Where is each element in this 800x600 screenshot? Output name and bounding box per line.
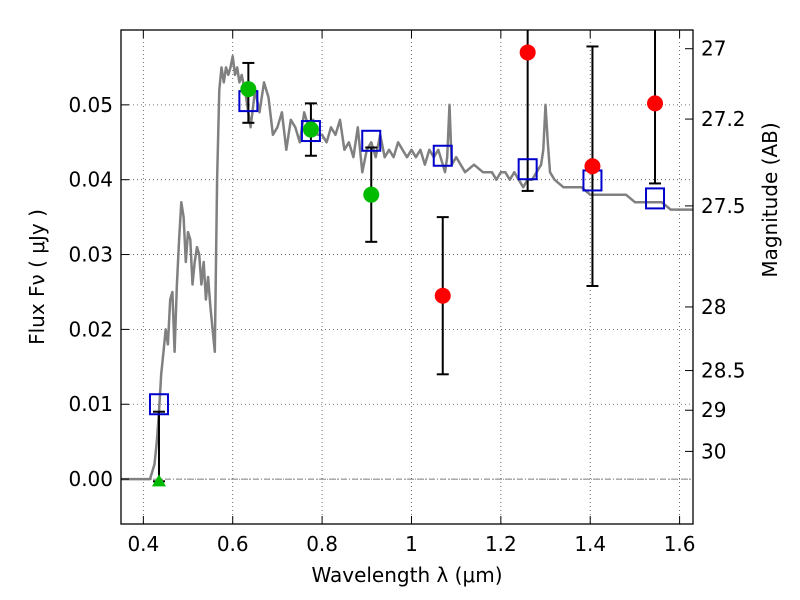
upper-limit-errorbar: [152, 410, 165, 483]
red-detection-point: [647, 95, 664, 112]
x-tick-label: 0.6: [217, 532, 249, 556]
x-tick-label: 1.2: [485, 532, 517, 556]
red-detection-point: [519, 44, 536, 61]
mag-tick-label: 28: [701, 295, 726, 319]
red-detection-point: [584, 158, 601, 175]
mag-tick-label: 27.2: [701, 107, 746, 131]
mag-tick-label: 27: [701, 37, 726, 61]
x-tick-label: 0.4: [127, 532, 159, 556]
model-photometry-square: [361, 129, 382, 152]
y-tick-label: 0.05: [68, 93, 113, 117]
x-tick-label: 1.4: [574, 532, 606, 556]
x-tick-label: 0.8: [306, 532, 338, 556]
mag-tick-label: 27.5: [701, 194, 746, 218]
model-photometry-square: [432, 144, 453, 167]
model-photometry-square: [645, 187, 666, 210]
green-detection-point: [302, 121, 319, 138]
upper-limit-triangle: [151, 474, 166, 487]
y2-axis-label: Magnitude (AB): [758, 122, 782, 277]
y-tick-label: 0.02: [68, 317, 113, 341]
green-detection-point: [240, 81, 257, 98]
plot-frame: [120, 29, 694, 525]
mag-tick-label: 28.5: [701, 359, 746, 383]
axis-ticks: 0.4 0.6 0.8 1 1.2 1.4 1.6 0.00 0.01 0.02 0.03 0.04 0…: [68, 30, 746, 556]
y-axis-label: Flux Fν ( μJy ): [25, 209, 49, 345]
model-photometry-square: [148, 393, 169, 416]
grid-lines: [121, 30, 693, 524]
green-detection-point: [363, 186, 380, 203]
red-detection-point: [434, 287, 451, 304]
x-axis-label: Wavelength λ (μm): [311, 563, 502, 587]
x-tick-label: 1.6: [664, 532, 696, 556]
data-marks: [148, 30, 666, 487]
model-photometry-square: [300, 120, 321, 143]
x-tick-label: 1: [405, 532, 418, 556]
y-tick-label: 0.00: [68, 467, 113, 491]
mag-tick-label: 30: [701, 439, 726, 463]
mag-tick-label: 29: [701, 398, 726, 422]
model-photometry-square: [517, 158, 538, 181]
y-tick-label: 0.04: [68, 168, 113, 192]
model-spectrum-line: [121, 54, 693, 481]
y-tick-label: 0.03: [68, 243, 113, 267]
y-tick-label: 0.01: [68, 392, 113, 416]
